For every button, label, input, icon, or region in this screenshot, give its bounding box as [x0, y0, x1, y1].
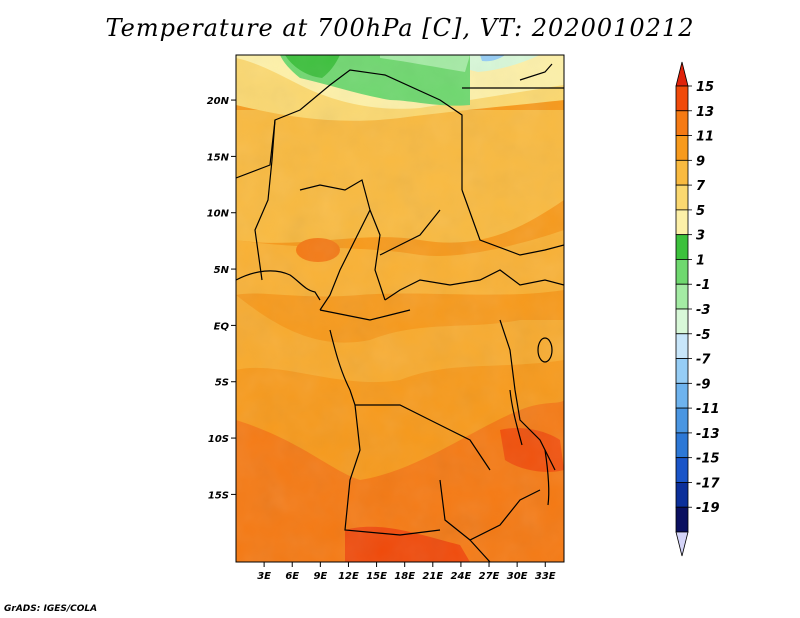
- colorbar-bottom-arrow: [675, 531, 689, 557]
- y-tick-label: 10N: [207, 209, 230, 220]
- field-texture: [236, 55, 564, 562]
- colorbar-label: -5: [696, 328, 710, 343]
- x-tick-label: 3E: [257, 571, 271, 582]
- y-tick-label: 5N: [214, 265, 230, 276]
- colorbar-label: -19: [696, 501, 720, 516]
- lake-tanganyika: [509, 389, 523, 446]
- lake-victoria: [537, 337, 553, 363]
- colorbar-label: 15: [696, 80, 714, 95]
- colorbar-segment: [675, 308, 689, 335]
- y-tick-label: 15N: [207, 152, 230, 163]
- x-axis: 3E 6E 9E 12E 15E 18E 21E 24E 27E 30E 33E: [257, 562, 556, 582]
- colorbar-segment: [675, 135, 689, 161]
- colorbar-label: 3: [696, 229, 705, 244]
- y-axis: 20N 15N 10N 5N EQ 5S 10S 15S: [207, 96, 236, 501]
- border-drc-west: [329, 329, 491, 471]
- border-ne: [519, 63, 553, 81]
- y-tick-label: EQ: [214, 321, 230, 332]
- colorbar-label: 5: [696, 204, 705, 219]
- border-central-2: [369, 209, 386, 301]
- colorbar-label: 7: [696, 179, 706, 194]
- y-tick-label: 15S: [208, 490, 229, 501]
- colorbar-label: 13: [696, 105, 714, 120]
- colorbar-segment: [675, 184, 689, 211]
- country-borders: [236, 63, 564, 562]
- colorbar-segment: [675, 407, 689, 434]
- x-tick-label: 27E: [479, 571, 500, 582]
- x-tick-label: 18E: [394, 571, 415, 582]
- colorbar-label: -1: [696, 278, 710, 293]
- border-west-1: [254, 119, 276, 281]
- border-south: [469, 539, 491, 562]
- x-tick-label: 6E: [285, 571, 299, 582]
- colorbar-segment: [675, 333, 689, 359]
- colorbar-label: -7: [696, 353, 711, 368]
- border-north: [236, 69, 463, 190]
- border-angola: [344, 404, 441, 536]
- border-coast-west: [236, 270, 321, 301]
- credit-label: GrADS: IGES/COLA: [4, 604, 98, 614]
- plot-frame: [235, 54, 565, 563]
- colorbar-label: 9: [696, 154, 705, 169]
- border-gabon: [319, 309, 411, 321]
- x-tick-label: 15E: [366, 571, 387, 582]
- colorbar-label: -15: [696, 452, 720, 467]
- colorbar-segment: [675, 358, 689, 384]
- x-tick-label: 9E: [313, 571, 327, 582]
- colorbar-segment: [675, 382, 689, 409]
- colorbar-segment: [675, 283, 689, 310]
- x-tick-label: 12E: [338, 571, 359, 582]
- x-tick-label: 30E: [507, 571, 528, 582]
- chart-title: Temperature at 700hPa [C], VT: 202001021…: [105, 14, 695, 42]
- colorbar-label: -9: [696, 377, 710, 392]
- colorbar-segment: [675, 234, 689, 260]
- lake-malawi: [544, 449, 550, 506]
- colorbar: 15 13 11 9 7 5 3 1 -1 -3 -5 -7 -9 -11 -13 -15 -17 -19: [675, 61, 720, 557]
- y-tick-label: 5S: [215, 378, 229, 389]
- colorbar-segment: [675, 159, 689, 186]
- colorbar-segment: [675, 506, 689, 533]
- x-tick-label: 33E: [535, 571, 556, 582]
- colorbar-label: -11: [696, 402, 720, 417]
- colorbar-segment: [675, 482, 689, 508]
- colorbar-segment: [675, 110, 689, 136]
- colorbar-label: 11: [696, 130, 714, 145]
- border-chad: [379, 209, 441, 256]
- colorbar-segment: [675, 209, 689, 236]
- colorbar-label: -13: [696, 427, 720, 442]
- border-great-lakes: [499, 319, 556, 471]
- temperature-field: [236, 55, 564, 562]
- colorbar-segment: [675, 457, 689, 483]
- border-sudan: [461, 189, 564, 256]
- colorbar-segment: [675, 85, 689, 112]
- y-tick-label: 10S: [208, 434, 229, 445]
- y-tick-label: 20N: [207, 96, 230, 107]
- colorbar-top-arrow: [675, 61, 689, 87]
- border-zambia: [439, 479, 541, 541]
- colorbar-label: 1: [696, 253, 705, 268]
- colorbar-label: -17: [696, 476, 720, 491]
- border-car: [384, 269, 564, 301]
- x-tick-label: 21E: [422, 571, 443, 582]
- colorbar-label: -3: [696, 303, 710, 318]
- colorbar-segment: [675, 432, 689, 459]
- colorbar-segment: [675, 259, 689, 285]
- x-tick-label: 24E: [451, 571, 472, 582]
